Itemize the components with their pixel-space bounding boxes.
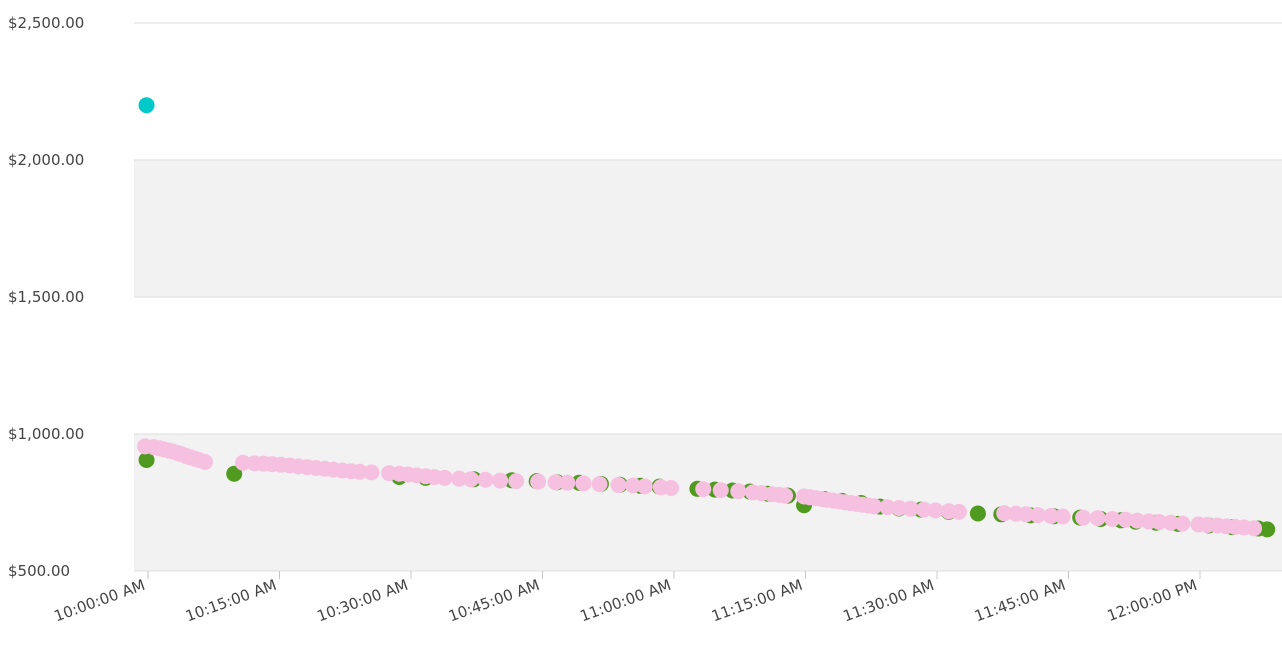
data-point bbox=[927, 502, 944, 519]
data-points bbox=[137, 97, 1276, 538]
data-point bbox=[1018, 506, 1035, 523]
data-point bbox=[575, 475, 592, 492]
data-point bbox=[559, 474, 576, 491]
data-point bbox=[1089, 510, 1106, 527]
data-point bbox=[530, 473, 547, 490]
y-tick-label: $2,000.00 bbox=[8, 151, 84, 169]
data-point bbox=[915, 501, 932, 518]
x-tick-label: 10:15:00 AM bbox=[183, 576, 279, 626]
data-point bbox=[996, 505, 1013, 522]
data-point bbox=[363, 464, 380, 481]
data-point bbox=[138, 97, 155, 114]
x-tick-label: 10:00:00 AM bbox=[52, 576, 148, 626]
data-point bbox=[138, 452, 155, 469]
data-point bbox=[1029, 507, 1046, 524]
data-point bbox=[492, 472, 509, 489]
data-point bbox=[1162, 514, 1179, 531]
data-point bbox=[636, 478, 653, 495]
data-point bbox=[1054, 508, 1071, 525]
x-axis-ticks bbox=[147, 571, 1201, 579]
plot-background-bands bbox=[134, 160, 1282, 571]
data-point bbox=[1151, 513, 1168, 530]
data-point bbox=[730, 483, 747, 500]
plot-band bbox=[134, 434, 1282, 571]
x-tick-label: 11:30:00 AM bbox=[841, 576, 937, 626]
y-gridlines bbox=[134, 22, 1282, 572]
y-axis-tick-labels: $500.00 $1,000.00 $1,500.00 $2,000.00 $2,500… bbox=[8, 14, 84, 580]
data-point bbox=[591, 476, 608, 493]
data-point bbox=[625, 477, 642, 494]
data-point bbox=[1042, 507, 1059, 524]
data-point bbox=[695, 481, 712, 498]
x-tick-label: 10:45:00 AM bbox=[446, 576, 542, 626]
data-point bbox=[866, 498, 883, 515]
data-point bbox=[663, 479, 680, 496]
y-tick-label: $1,000.00 bbox=[8, 425, 84, 443]
data-point bbox=[462, 471, 479, 488]
x-tick-label: 12:00:00 PM bbox=[1105, 576, 1200, 625]
series-2 bbox=[138, 97, 155, 114]
data-point bbox=[777, 487, 794, 504]
data-point bbox=[902, 500, 919, 517]
series-1 bbox=[137, 438, 1263, 537]
y-tick-label: $1,500.00 bbox=[8, 288, 84, 306]
data-point bbox=[351, 463, 368, 480]
data-point bbox=[1246, 520, 1263, 537]
data-point bbox=[226, 465, 243, 482]
x-tick-label: 10:30:00 AM bbox=[315, 576, 411, 626]
data-point bbox=[508, 473, 525, 490]
data-point bbox=[234, 454, 251, 471]
data-point bbox=[1129, 512, 1146, 529]
x-tick-label: 11:45:00 AM bbox=[972, 576, 1068, 626]
data-point bbox=[969, 505, 986, 522]
y-tick-label: $2,500.00 bbox=[8, 14, 84, 32]
data-point bbox=[950, 503, 967, 520]
data-point bbox=[1259, 521, 1276, 538]
x-tick-label: 11:00:00 AM bbox=[578, 576, 674, 626]
data-point bbox=[879, 499, 896, 516]
data-point bbox=[1104, 510, 1121, 527]
data-point bbox=[1075, 509, 1092, 526]
x-axis-tick-labels: 10:00:00 AM 10:15:00 AM 10:30:00 AM 10:45:0… bbox=[52, 576, 1200, 626]
plot-band bbox=[134, 160, 1282, 297]
data-point bbox=[891, 499, 908, 516]
data-point bbox=[477, 471, 494, 488]
data-point bbox=[610, 476, 627, 493]
data-point bbox=[1174, 515, 1191, 532]
y-tick-label: $500.00 bbox=[8, 562, 70, 580]
data-point bbox=[436, 469, 453, 486]
data-point bbox=[547, 474, 564, 491]
data-point bbox=[451, 470, 468, 487]
data-point bbox=[712, 482, 729, 499]
x-tick-label: 11:15:00 AM bbox=[709, 576, 805, 626]
data-point bbox=[1117, 511, 1134, 528]
data-point bbox=[196, 453, 213, 470]
